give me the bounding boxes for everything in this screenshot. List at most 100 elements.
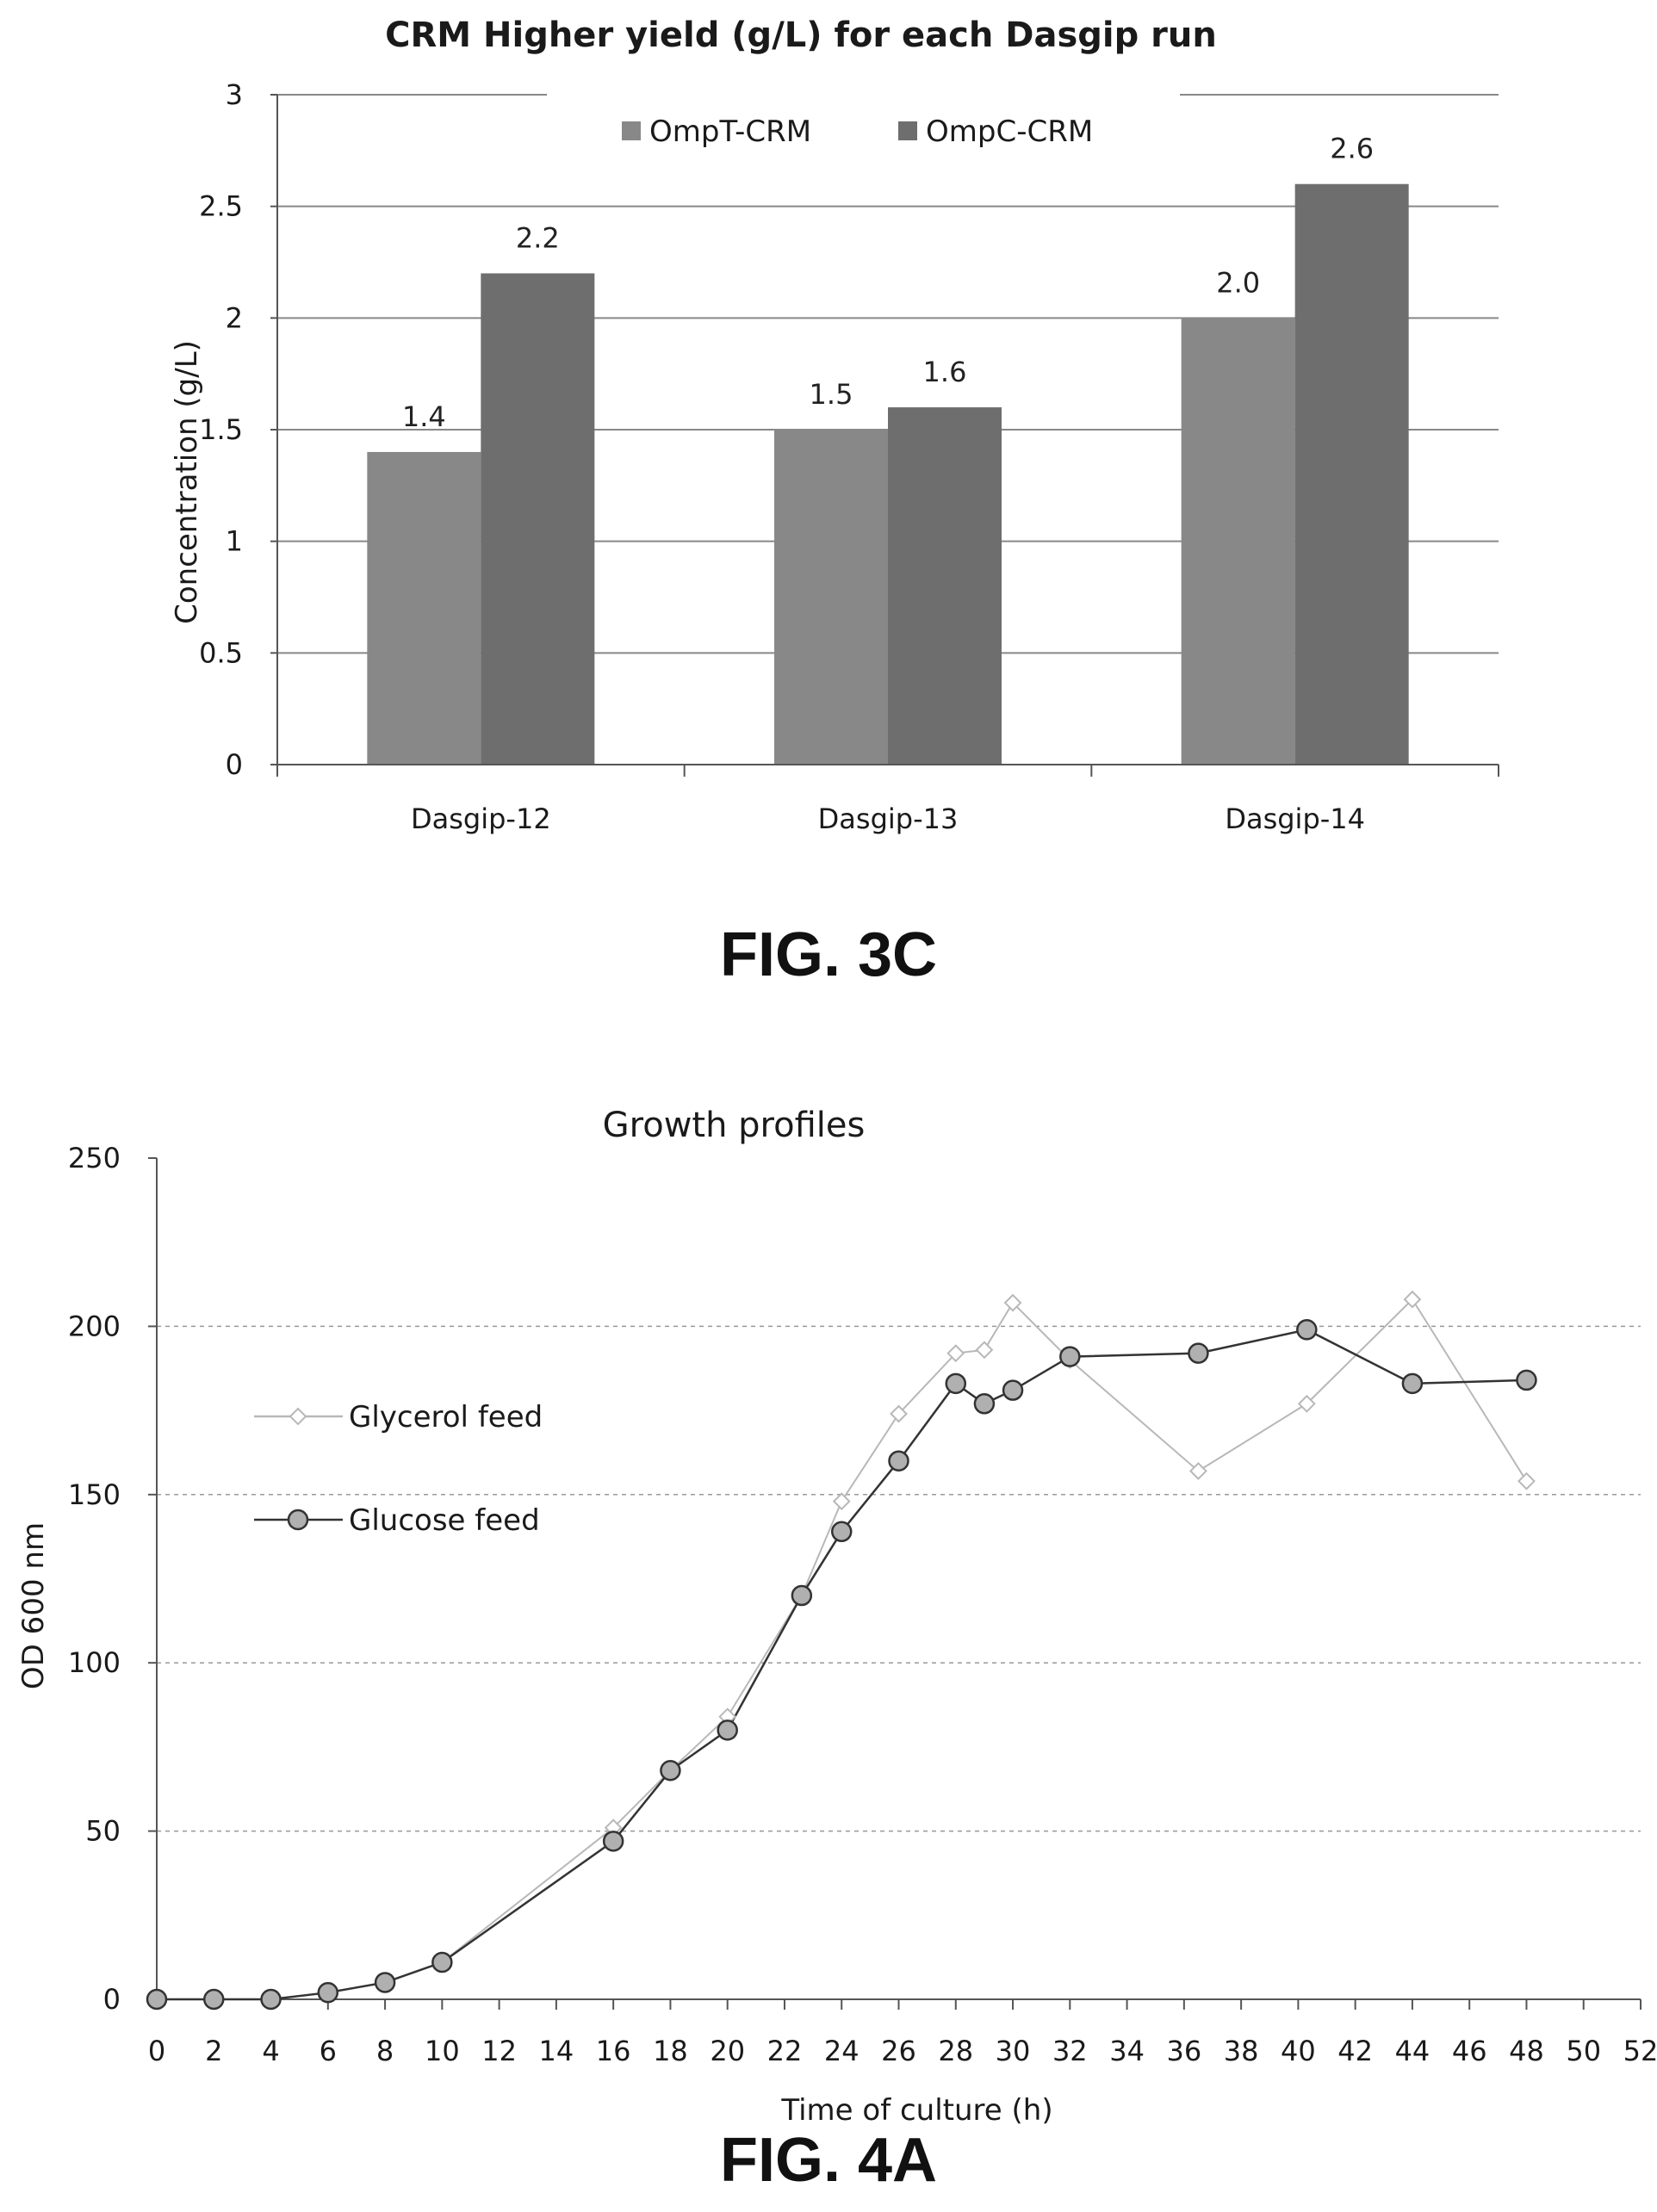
bar-data-label: 2.2 bbox=[516, 221, 560, 254]
glycerol-point bbox=[946, 1344, 965, 1363]
line-x-tick-label: 24 bbox=[824, 2035, 860, 2067]
glucose-point bbox=[1401, 1372, 1424, 1395]
glycerol-point bbox=[1403, 1290, 1422, 1309]
glucose-point bbox=[146, 1988, 168, 2011]
glucose-point bbox=[260, 1988, 282, 2011]
glucose-point bbox=[660, 1760, 681, 1781]
line-x-tick-label: 20 bbox=[710, 2035, 745, 2067]
glycerol-point bbox=[890, 1404, 908, 1423]
line-x-tick-label: 10 bbox=[425, 2035, 460, 2067]
legend-swatch bbox=[622, 121, 641, 140]
bar-data-label: 1.4 bbox=[402, 400, 446, 433]
bar-chart-title: CRM Higher yield (g/L) for each Dasgip r… bbox=[385, 15, 1217, 55]
line-chart-title: Growth profiles bbox=[603, 1106, 866, 1145]
line-x-tick-label: 12 bbox=[481, 2035, 517, 2067]
line-chart-gridlines bbox=[157, 1325, 1641, 1832]
line-chart-series bbox=[146, 1290, 1537, 2011]
line-y-tick-label: 100 bbox=[68, 1646, 121, 1679]
glycerol-point bbox=[1517, 1472, 1536, 1490]
bar-ompt-crm bbox=[367, 451, 481, 765]
line-x-tick-label: 40 bbox=[1281, 2035, 1316, 2067]
line-x-tick-label: 28 bbox=[938, 2035, 973, 2067]
legend-label: Glucose feed bbox=[349, 1503, 540, 1538]
bar-chart-y-axis-label: Concentration (g/L) bbox=[170, 340, 204, 624]
line-y-tick-label: 50 bbox=[85, 1815, 121, 1848]
line-x-tick-label: 34 bbox=[1109, 2035, 1145, 2067]
line-x-tick-label: 48 bbox=[1509, 2035, 1544, 2067]
line-x-tick-label: 32 bbox=[1052, 2035, 1088, 2067]
glucose-point bbox=[1516, 1369, 1537, 1391]
bar-y-tick-label: 1.5 bbox=[199, 413, 243, 446]
bar-chart-legend: OmpT-CRM OmpC-CRM bbox=[622, 115, 1093, 149]
line-chart-legend: Glycerol feed Glucose feed bbox=[254, 1400, 543, 1538]
glycerol-point bbox=[1297, 1394, 1316, 1413]
glucose-point bbox=[374, 1972, 396, 1993]
line-x-tick-label: 44 bbox=[1395, 2035, 1430, 2067]
line-y-tick-label: 150 bbox=[68, 1478, 121, 1511]
glucose-point bbox=[602, 1831, 624, 1852]
legend-label: Glycerol feed bbox=[349, 1400, 543, 1434]
line-chart-x-axis-label: Time of culture (h) bbox=[780, 2093, 1052, 2128]
glycerol-point bbox=[1188, 1462, 1207, 1480]
legend-marker bbox=[289, 1407, 307, 1426]
line-x-tick-label: 30 bbox=[996, 2035, 1031, 2067]
bar-ompc-crm bbox=[888, 407, 1002, 765]
figure-caption-3c: FIG. 3C bbox=[719, 920, 938, 989]
line-x-tick-label: 4 bbox=[262, 2035, 279, 2067]
line-x-tick-label: 46 bbox=[1452, 2035, 1487, 2067]
figure-caption-4a: FIG. 4A bbox=[719, 2126, 938, 2195]
glycerol-point bbox=[832, 1492, 851, 1511]
bar-ompc-crm bbox=[481, 273, 595, 765]
glucose-point bbox=[1188, 1342, 1209, 1364]
line-y-tick-label: 0 bbox=[103, 1983, 121, 2016]
glucose-point bbox=[888, 1450, 909, 1472]
line-x-tick-label: 8 bbox=[376, 2035, 394, 2067]
bar-y-tick-label: 0.5 bbox=[199, 636, 243, 669]
bar-chart-y-ticks: 0 0.5 1 1.5 2 2.5 3 bbox=[199, 78, 277, 781]
bar-ompc-crm bbox=[1294, 183, 1409, 765]
line-x-tick-label: 38 bbox=[1224, 2035, 1259, 2067]
bar-category-label: Dasgip-13 bbox=[818, 802, 959, 835]
glycerol-point bbox=[975, 1341, 994, 1360]
glucose-point bbox=[973, 1393, 996, 1415]
bar-y-tick-label: 0 bbox=[226, 748, 243, 781]
glucose-point bbox=[717, 1719, 738, 1741]
glucose-point bbox=[1296, 1319, 1318, 1341]
line-x-tick-label: 0 bbox=[148, 2035, 165, 2067]
line-x-tick-label: 6 bbox=[320, 2035, 337, 2067]
glycerol-point bbox=[1003, 1293, 1022, 1312]
glucose-point bbox=[830, 1521, 853, 1543]
bar-ompt-crm bbox=[774, 430, 888, 765]
line-chart-y-ticks: 0 50 100 150 200 250 bbox=[68, 1142, 157, 2016]
line-x-tick-label: 18 bbox=[653, 2035, 688, 2067]
legend-label: OmpT-CRM bbox=[649, 115, 811, 149]
glucose-point bbox=[945, 1372, 967, 1395]
line-x-tick-label: 50 bbox=[1566, 2035, 1601, 2067]
line-x-tick-label: 22 bbox=[767, 2035, 803, 2067]
bar-y-tick-label: 1 bbox=[226, 525, 243, 558]
line-y-tick-label: 250 bbox=[68, 1142, 121, 1174]
bar-category-label: Dasgip-12 bbox=[411, 802, 551, 835]
glucose-point bbox=[1059, 1346, 1081, 1367]
bar-y-tick-label: 2 bbox=[226, 301, 243, 334]
bar-chart: CRM Higher yield (g/L) for each Dasgip r… bbox=[170, 15, 1499, 835]
bar-data-label: 1.6 bbox=[923, 356, 967, 388]
line-x-tick-label: 42 bbox=[1337, 2035, 1373, 2067]
legend-swatch bbox=[898, 121, 917, 140]
bar-ompt-crm bbox=[1181, 318, 1295, 765]
glucose-point bbox=[431, 1951, 453, 1973]
bar-data-label: 2.0 bbox=[1216, 266, 1260, 299]
bar-y-tick-label: 2.5 bbox=[199, 190, 243, 223]
line-chart-x-ticks: 0 2 4 6 8 10 12 14 16 18 20 22 24 26 28 30 32 34 36 38 40 42 4… bbox=[148, 1999, 1657, 2067]
line-x-tick-label: 14 bbox=[539, 2035, 574, 2067]
bar-data-label: 2.6 bbox=[1330, 133, 1374, 165]
legend-marker bbox=[287, 1509, 309, 1531]
bar-chart-bars bbox=[367, 183, 1409, 765]
legend-label: OmpC-CRM bbox=[926, 115, 1093, 149]
bar-category-label: Dasgip-14 bbox=[1225, 802, 1365, 835]
glucose-point bbox=[317, 1981, 339, 2004]
line-x-tick-label: 52 bbox=[1623, 2035, 1657, 2067]
line-chart-axes bbox=[156, 1158, 1641, 2000]
